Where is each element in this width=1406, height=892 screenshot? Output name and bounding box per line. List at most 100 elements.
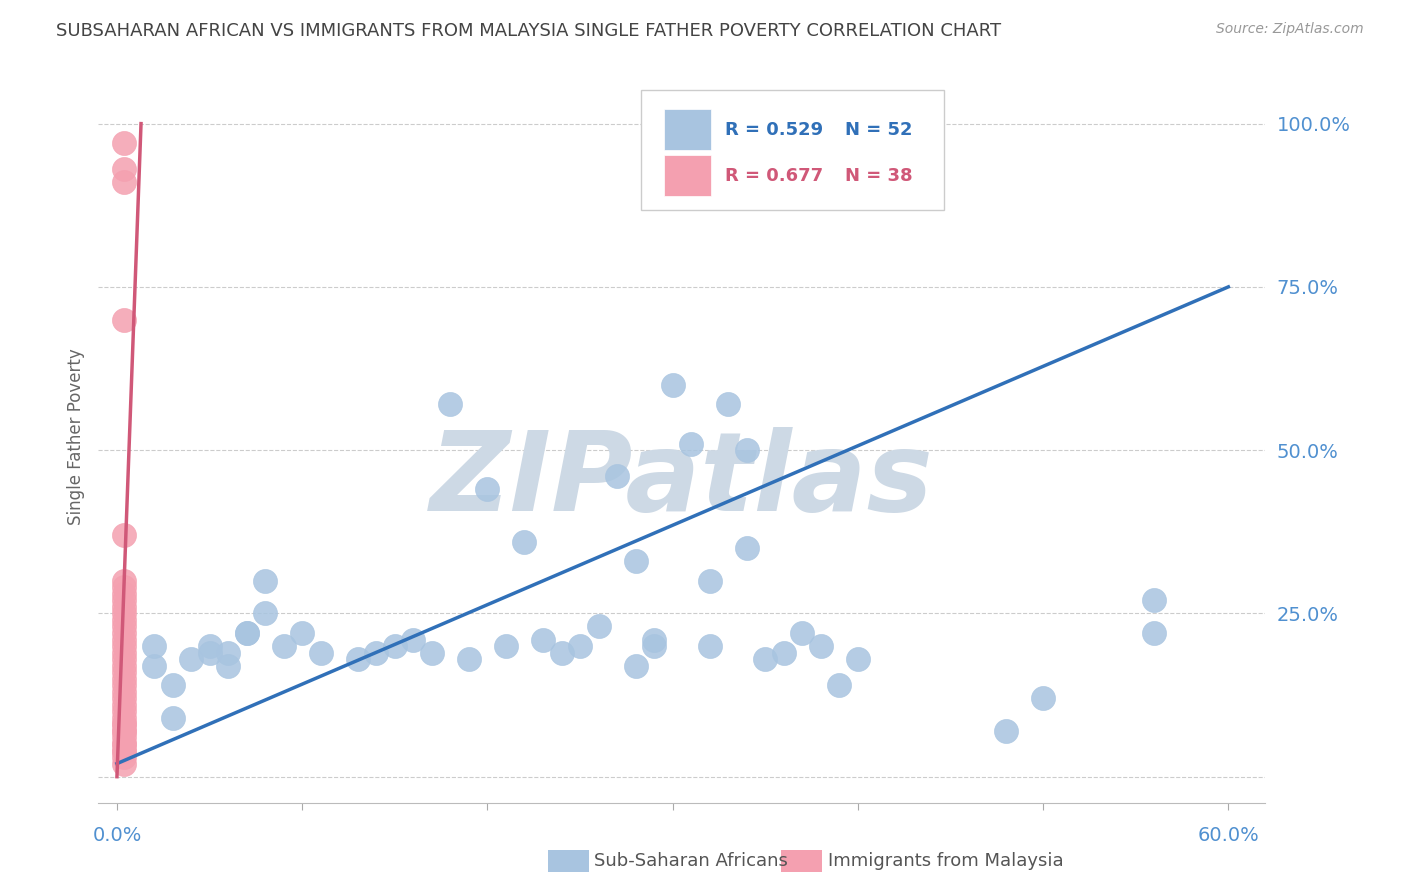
FancyBboxPatch shape bbox=[548, 850, 589, 872]
Point bbox=[699, 639, 721, 653]
Point bbox=[112, 723, 135, 738]
Point bbox=[112, 626, 135, 640]
Point bbox=[995, 723, 1018, 738]
Point bbox=[112, 665, 135, 680]
Point bbox=[143, 639, 166, 653]
Point bbox=[254, 574, 277, 588]
FancyBboxPatch shape bbox=[665, 110, 711, 150]
Point bbox=[112, 717, 135, 731]
Point bbox=[699, 574, 721, 588]
Point bbox=[217, 658, 239, 673]
Point bbox=[643, 632, 665, 647]
Point bbox=[1032, 691, 1054, 706]
Point bbox=[402, 632, 425, 647]
Point bbox=[643, 639, 665, 653]
Point bbox=[1143, 593, 1166, 607]
Text: R = 0.677: R = 0.677 bbox=[725, 167, 824, 185]
Point bbox=[531, 632, 554, 647]
Point bbox=[198, 646, 221, 660]
Point bbox=[143, 658, 166, 673]
Text: 0.0%: 0.0% bbox=[93, 826, 142, 845]
Point bbox=[495, 639, 517, 653]
Point bbox=[661, 377, 683, 392]
Text: R = 0.529: R = 0.529 bbox=[725, 121, 824, 139]
Point bbox=[112, 646, 135, 660]
Text: ZIPatlas: ZIPatlas bbox=[430, 427, 934, 534]
Point bbox=[606, 469, 628, 483]
Point bbox=[235, 626, 257, 640]
Text: Sub-Saharan Africans: Sub-Saharan Africans bbox=[595, 852, 789, 870]
Point bbox=[112, 685, 135, 699]
Point bbox=[810, 639, 832, 653]
Point bbox=[112, 652, 135, 666]
Point bbox=[112, 619, 135, 633]
Point bbox=[112, 528, 135, 542]
Point bbox=[112, 678, 135, 692]
Point bbox=[112, 175, 135, 189]
Text: SUBSAHARAN AFRICAN VS IMMIGRANTS FROM MALAYSIA SINGLE FATHER POVERTY CORRELATION: SUBSAHARAN AFRICAN VS IMMIGRANTS FROM MA… bbox=[56, 22, 1001, 40]
Point bbox=[624, 554, 647, 568]
Point bbox=[112, 639, 135, 653]
Point bbox=[254, 607, 277, 621]
Point bbox=[309, 646, 332, 660]
Point bbox=[846, 652, 869, 666]
Point bbox=[112, 632, 135, 647]
Point bbox=[735, 541, 758, 555]
Text: N = 52: N = 52 bbox=[845, 121, 912, 139]
Point bbox=[291, 626, 314, 640]
Point bbox=[477, 483, 499, 497]
Point bbox=[112, 698, 135, 712]
Point bbox=[217, 646, 239, 660]
Point bbox=[754, 652, 776, 666]
Point bbox=[198, 639, 221, 653]
Y-axis label: Single Father Poverty: Single Father Poverty bbox=[66, 349, 84, 525]
Point bbox=[112, 672, 135, 686]
Point bbox=[112, 756, 135, 771]
Point bbox=[550, 646, 572, 660]
Point bbox=[735, 443, 758, 458]
Point bbox=[112, 162, 135, 177]
Point bbox=[772, 646, 794, 660]
Point bbox=[112, 312, 135, 326]
Point bbox=[112, 136, 135, 151]
Point bbox=[384, 639, 406, 653]
Point bbox=[112, 723, 135, 738]
Point bbox=[457, 652, 479, 666]
Text: 60.0%: 60.0% bbox=[1198, 826, 1260, 845]
Point bbox=[180, 652, 202, 666]
Point bbox=[717, 397, 740, 411]
Point bbox=[112, 580, 135, 594]
Point bbox=[112, 705, 135, 719]
Point bbox=[569, 639, 592, 653]
Point bbox=[112, 691, 135, 706]
Point bbox=[112, 743, 135, 757]
Point bbox=[112, 717, 135, 731]
Point bbox=[112, 731, 135, 745]
Point bbox=[588, 619, 610, 633]
Point bbox=[112, 587, 135, 601]
Text: Source: ZipAtlas.com: Source: ZipAtlas.com bbox=[1216, 22, 1364, 37]
Point bbox=[112, 658, 135, 673]
Point bbox=[112, 737, 135, 751]
Point bbox=[112, 613, 135, 627]
Point bbox=[792, 626, 814, 640]
Point bbox=[366, 646, 388, 660]
Point bbox=[681, 436, 703, 450]
Point bbox=[112, 599, 135, 614]
Point bbox=[112, 711, 135, 725]
Point bbox=[420, 646, 443, 660]
Point bbox=[346, 652, 368, 666]
Text: N = 38: N = 38 bbox=[845, 167, 912, 185]
Point bbox=[162, 678, 184, 692]
Point bbox=[235, 626, 257, 640]
Point bbox=[112, 737, 135, 751]
Point bbox=[513, 534, 536, 549]
Text: Immigrants from Malaysia: Immigrants from Malaysia bbox=[828, 852, 1063, 870]
Point bbox=[112, 607, 135, 621]
Point bbox=[828, 678, 851, 692]
Point bbox=[439, 397, 461, 411]
Point bbox=[624, 658, 647, 673]
FancyBboxPatch shape bbox=[641, 90, 945, 211]
Point bbox=[112, 750, 135, 764]
Point bbox=[112, 743, 135, 757]
